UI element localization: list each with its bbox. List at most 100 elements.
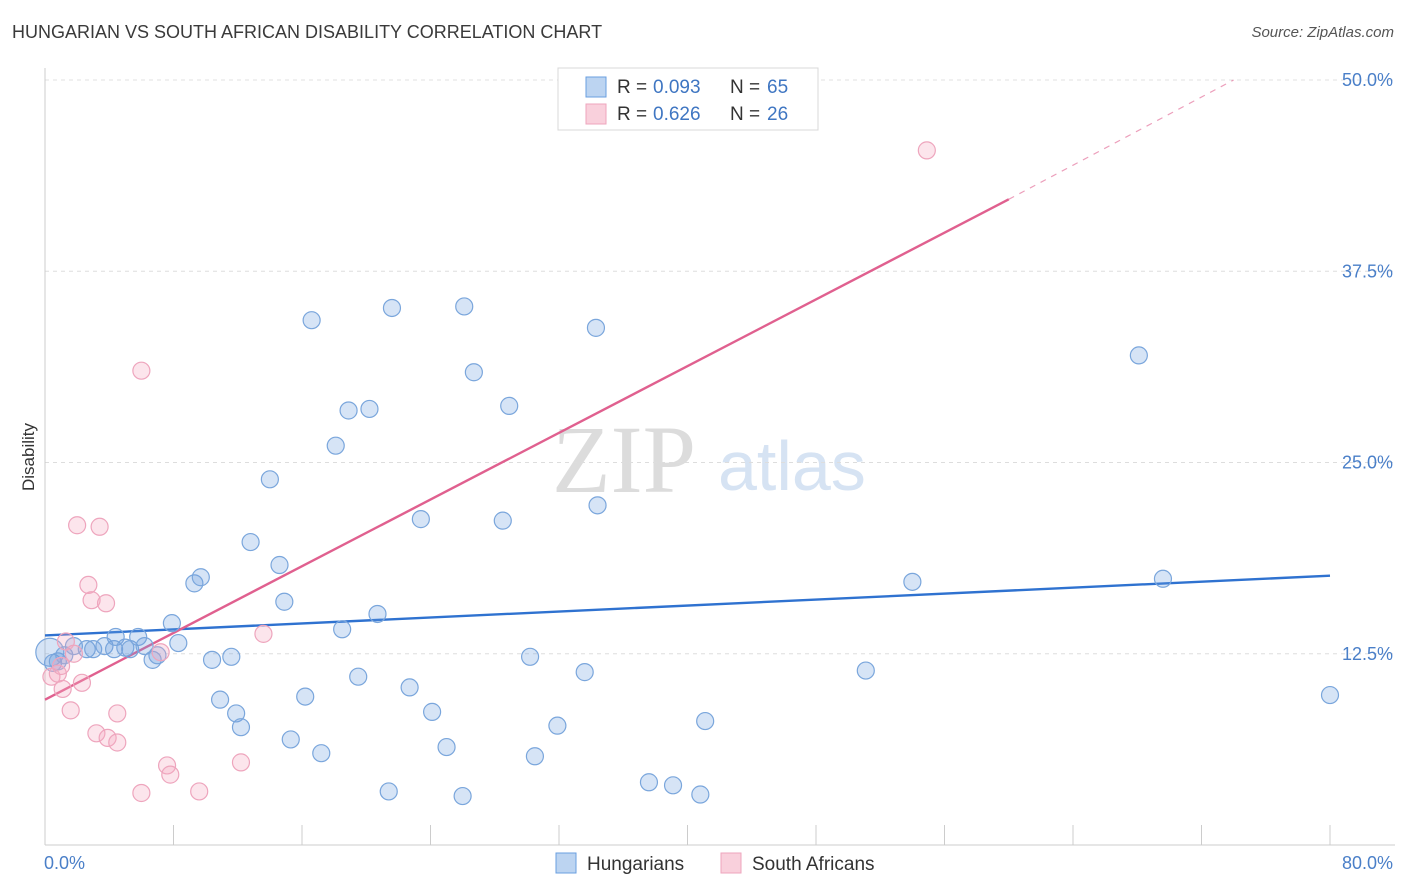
- south-african-point: [108, 733, 127, 752]
- hungarian-point: [339, 401, 358, 420]
- bottom-legend-swatch-south-africans: [720, 852, 742, 874]
- south-african-point: [96, 594, 116, 613]
- axis-layer: 12.5% 25.0% 37.5% 50.0% 0.0% 80.0% Disability: [19, 68, 1395, 873]
- south-african-point: [64, 644, 84, 663]
- hungarian-point: [437, 737, 456, 757]
- hungarian-point: [411, 510, 430, 529]
- south-african-point: [87, 724, 106, 743]
- hungarian-point: [210, 690, 230, 709]
- watermark: ZIP atlas: [552, 406, 866, 513]
- legend-r-label: R =: [617, 77, 647, 98]
- south-african-point: [132, 361, 151, 380]
- hungarian-point: [548, 716, 567, 735]
- south-african-point: [79, 575, 98, 595]
- watermark-atlas: atlas: [718, 427, 866, 505]
- y-tick-label: 37.5%: [1342, 261, 1393, 281]
- hungarian-point: [202, 650, 222, 669]
- south-african-point: [53, 679, 72, 699]
- x-tick-label-min: 0.0%: [44, 853, 85, 873]
- hungarian-point: [382, 298, 402, 318]
- y-tick-label: 50.0%: [1342, 70, 1393, 90]
- hungarian-point: [1153, 569, 1173, 588]
- hungarian-point: [663, 776, 683, 795]
- legend-r-value: 0.626: [653, 104, 701, 125]
- trend-layer: [44, 79, 1331, 701]
- hungarian-point: [379, 782, 398, 801]
- south-african-point: [108, 704, 127, 723]
- hungarian-point: [231, 718, 251, 737]
- chart-source: Source: ZipAtlas.com: [1251, 24, 1394, 41]
- hungarian-point: [302, 311, 321, 330]
- hungarian-point: [525, 747, 545, 766]
- south-african-point: [254, 624, 273, 643]
- hungarian-trend-line: [44, 574, 1331, 637]
- hungarian-point: [400, 678, 419, 697]
- hungarian-point: [281, 730, 300, 749]
- hungarian-point: [586, 318, 606, 337]
- south-african-point: [161, 765, 180, 784]
- hungarian-point: [696, 711, 715, 731]
- south-african-trend-extension: [1008, 79, 1234, 200]
- y-tick-label: 12.5%: [1342, 644, 1393, 664]
- bottom-legend-layer: Hungarians South Africans: [555, 852, 875, 875]
- hungarian-point: [500, 396, 519, 415]
- hungarian-point: [520, 647, 540, 666]
- hungarian-point: [639, 773, 659, 792]
- hungarian-point: [423, 702, 442, 721]
- hungarian-point: [903, 572, 922, 591]
- hungarian-point: [162, 614, 181, 633]
- south-african-point: [90, 517, 109, 536]
- hungarian-point: [493, 511, 512, 530]
- legend-layer: R = 0.093 N = 65 R = 0.626 N = 26: [557, 67, 819, 131]
- south-african-point: [68, 516, 87, 535]
- legend-r-label: R =: [617, 104, 647, 125]
- hungarian-point: [275, 592, 294, 611]
- hungarian-point: [856, 661, 875, 680]
- y-axis-label: Disability: [19, 422, 38, 491]
- y-tick-label: 25.0%: [1342, 453, 1393, 473]
- south-african-point: [51, 656, 71, 676]
- hungarian-point: [260, 470, 279, 489]
- legend-swatch-hungarians: [585, 76, 607, 98]
- south-african-point: [72, 673, 92, 692]
- legend-n-value: 26: [767, 104, 788, 125]
- hungarian-point: [84, 640, 103, 659]
- grid-layer: [45, 79, 1395, 655]
- hungarian-point: [575, 663, 594, 682]
- south-african-point: [98, 728, 117, 748]
- hungarian-point: [588, 496, 607, 515]
- hungarian-point: [241, 532, 260, 552]
- hungarian-point: [191, 568, 210, 587]
- x-tick-label-max: 80.0%: [1342, 853, 1393, 873]
- legend-n-label: N =: [730, 104, 760, 125]
- south-african-point: [132, 783, 151, 803]
- hungarian-point: [349, 667, 368, 686]
- chart-title: HUNGARIAN VS SOUTH AFRICAN DISABILITY CO…: [12, 22, 603, 42]
- hungarian-point: [222, 647, 241, 666]
- south-african-point: [917, 141, 936, 160]
- point-layer: [35, 141, 1340, 806]
- legend-swatch-south-africans: [585, 103, 607, 125]
- hungarian-point: [326, 436, 345, 455]
- hungarian-point: [270, 555, 289, 575]
- hungarian-point: [1320, 685, 1340, 705]
- hungarian-point: [129, 627, 148, 647]
- watermark-zip: ZIP: [552, 406, 696, 513]
- south-african-point: [231, 753, 251, 772]
- hungarian-point: [455, 297, 474, 316]
- hungarian-point: [1129, 346, 1148, 365]
- south-african-point: [82, 591, 101, 610]
- south-african-trend-line: [44, 198, 1010, 701]
- hungarian-point: [464, 363, 483, 382]
- hungarian-point: [227, 704, 246, 723]
- legend-r-value: 0.093: [653, 77, 701, 98]
- hungarian-point: [169, 633, 188, 653]
- south-african-point: [61, 701, 80, 720]
- bottom-legend-swatch-hungarians: [555, 852, 577, 874]
- hungarian-point: [333, 620, 352, 639]
- hungarian-point: [360, 399, 379, 419]
- hungarian-point: [296, 687, 315, 706]
- bottom-legend-label-south-africans: South Africans: [752, 854, 875, 875]
- hungarian-point: [453, 786, 472, 806]
